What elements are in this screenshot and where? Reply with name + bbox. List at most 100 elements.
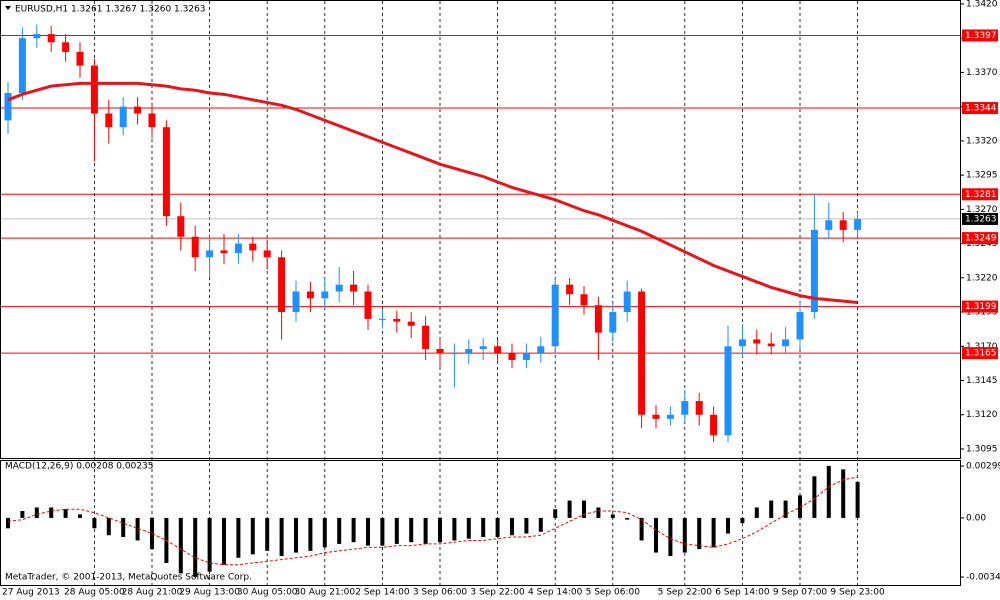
macd-bar (812, 476, 817, 518)
candle-body (638, 291, 646, 415)
y-tick-label: -0.00341 (966, 573, 1000, 583)
macd-bar (754, 507, 759, 518)
candle-body (436, 349, 444, 354)
candle-body (393, 318, 401, 322)
macd-bar (6, 517, 10, 529)
candle-body (18, 38, 26, 93)
candle-body (854, 218, 862, 230)
candle-body (321, 291, 329, 299)
candle-body (753, 339, 761, 344)
candle-body (479, 346, 487, 350)
macd-bar (265, 517, 270, 551)
level-label-box (962, 188, 998, 201)
macd-bar (207, 517, 212, 572)
macd-bar (639, 517, 644, 541)
macd-bar (668, 517, 673, 557)
macd-bar (610, 514, 615, 518)
symbol-menu-arrow[interactable] (5, 6, 11, 10)
candle-body (580, 294, 588, 306)
candle-body (350, 284, 358, 292)
candle-body (422, 325, 430, 350)
candle-body (551, 284, 559, 347)
candle-body (148, 113, 156, 128)
time-label: 27 Aug 2013 (2, 588, 60, 598)
candle-body (335, 284, 343, 292)
candle-body (782, 339, 790, 347)
time-label: 28 Aug 05:00 (64, 588, 125, 598)
time-label: 3 Sep 22:00 (470, 588, 525, 598)
candle-body (134, 106, 142, 114)
macd-bar (193, 517, 198, 577)
candle-body (825, 220, 833, 230)
y-tick-label: 1.3295 (966, 171, 998, 181)
candle-body (177, 216, 185, 237)
macd-bar (409, 517, 414, 543)
y-tick-label: 1.3420 (966, 0, 998, 9)
y-tick-label: 1.3220 (966, 273, 998, 283)
candle-body (249, 243, 257, 251)
candle-body (47, 34, 55, 43)
candle-body (378, 318, 386, 320)
y-tick-label: 0.00 (966, 513, 986, 523)
macd-bar (150, 517, 154, 550)
time-label: 29 Aug 13:00 (179, 588, 240, 598)
macd-bar (135, 517, 140, 541)
candle-body (537, 346, 545, 354)
macd-bar (20, 510, 25, 518)
macd-panel (0, 460, 961, 586)
level-label: 1.3397 (965, 31, 997, 41)
macd-bar (711, 517, 716, 548)
level-label-box (962, 102, 998, 115)
macd-header: MACD(12,26,9) 0.00208 0.00235 (5, 462, 154, 472)
macd-bar (841, 469, 846, 518)
candle-body (695, 401, 703, 415)
time-label: 9 Sep 23:00 (830, 588, 885, 598)
macd-bar (740, 517, 745, 524)
candle-body (33, 34, 41, 39)
candle-body (306, 291, 314, 299)
candle-body (609, 312, 617, 333)
symbol-header: EURUSD,H1 1.3261 1.3267 1.3260 1.3263 (15, 5, 206, 15)
time-label: 3 Sep 06:00 (413, 588, 468, 598)
time-label: 5 Sep 06:00 (586, 588, 641, 598)
macd-bar (308, 517, 313, 551)
price-panel (0, 0, 961, 459)
candle-body (292, 291, 300, 313)
macd-bar (726, 517, 730, 534)
macd-bar (380, 517, 385, 546)
macd-bar (49, 507, 54, 518)
macd-bar (582, 500, 586, 518)
macd-bar (121, 517, 126, 537)
macd-bar (826, 465, 831, 518)
candle-body (767, 343, 775, 347)
candle-body (450, 353, 458, 355)
macd-bar (538, 517, 543, 532)
macd-bar (394, 517, 399, 544)
macd-bar (250, 517, 255, 555)
candle-body (119, 106, 127, 128)
macd-bar (78, 514, 82, 518)
candle-body (839, 220, 847, 230)
macd-bar (322, 517, 327, 548)
level-label-box (962, 300, 998, 313)
time-label: 2 Sep 14:00 (355, 588, 410, 598)
macd-bar (697, 517, 702, 550)
y-tick-label: 1.3270 (966, 205, 998, 215)
time-label: 30 Aug 05:00 (237, 588, 298, 598)
candle-body (191, 236, 199, 258)
level-label-box (962, 29, 998, 42)
macd-bar (466, 517, 471, 539)
candle-body (4, 92, 12, 121)
macd-bar (510, 517, 514, 536)
macd-bar (783, 500, 788, 518)
macd-bar (351, 517, 356, 543)
candle-body (796, 312, 804, 340)
level-label-box (962, 347, 998, 360)
current-price-box (962, 212, 998, 225)
macd-bar (524, 517, 529, 534)
macd-bar (222, 517, 226, 565)
macd-bar (294, 517, 298, 553)
y-tick-label: 1.3145 (966, 376, 998, 386)
